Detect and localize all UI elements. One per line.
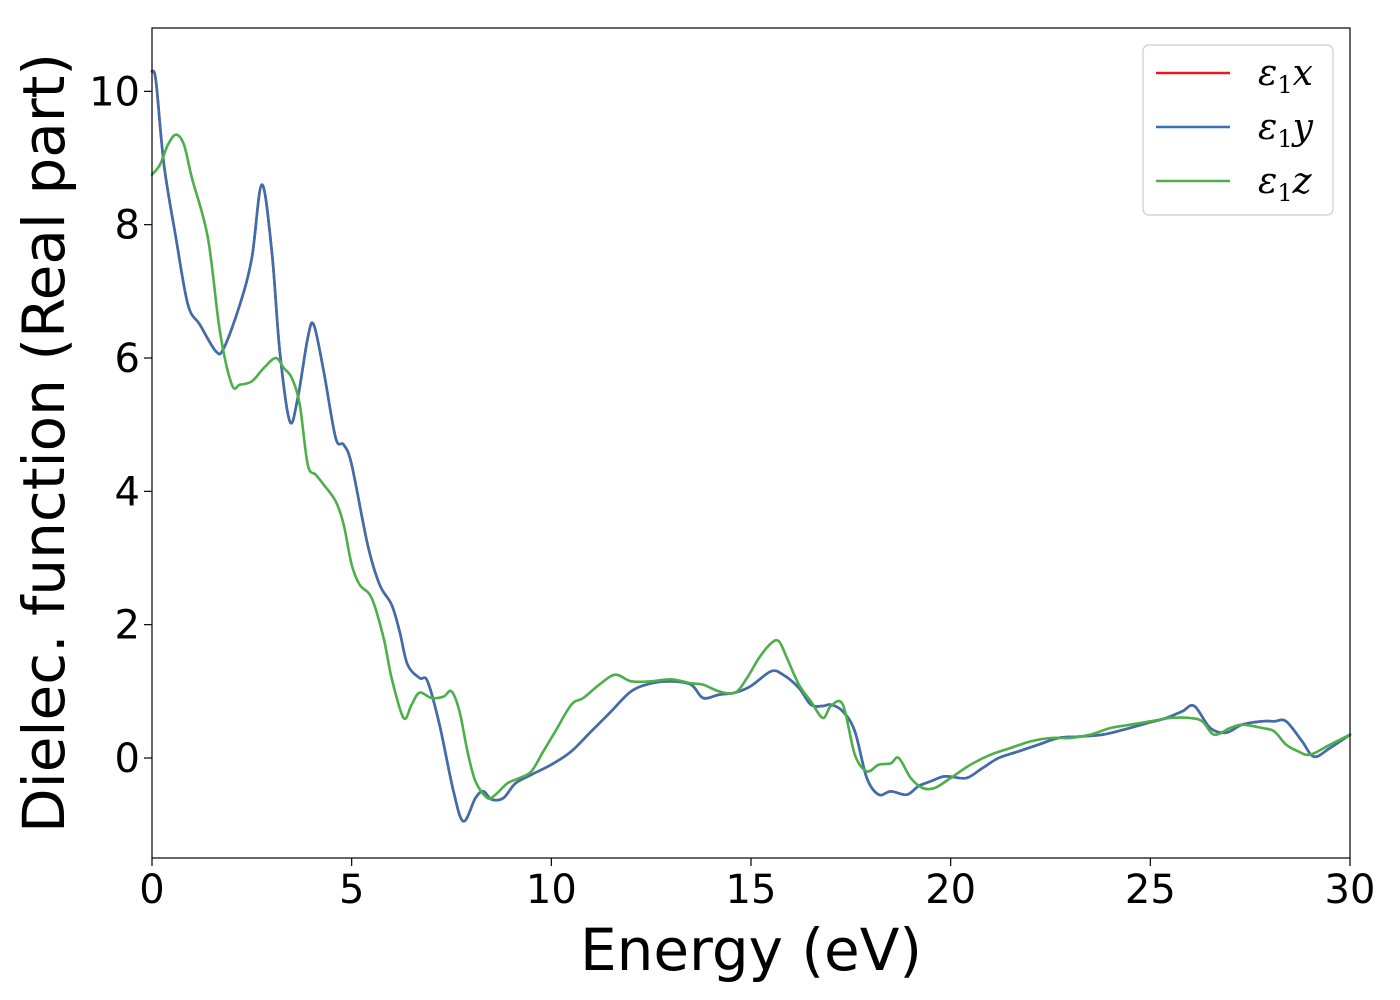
x-tick-label: 5	[339, 867, 364, 913]
legend: ε1x ε1y ε1z	[1142, 44, 1334, 216]
x-axis-ticks: 0 5 10 15 20 25 30	[139, 858, 1375, 913]
y-tick-label: 6	[115, 336, 140, 382]
series-line-z	[150, 133, 1352, 801]
x-tick-label: 15	[726, 867, 777, 913]
x-tick-label: 0	[139, 867, 164, 913]
x-tick-label: 30	[1325, 867, 1376, 913]
x-axis-label: Energy (eV)	[580, 916, 922, 984]
y-tick-label: 10	[89, 69, 140, 115]
x-tick-label: 25	[1125, 867, 1176, 913]
y-axis-ticks: 0 2 4 6 8 10	[89, 69, 152, 782]
legend-label-x: ε1x	[1258, 53, 1313, 99]
legend-label-y: ε1y	[1258, 107, 1314, 153]
y-tick-label: 2	[115, 603, 140, 649]
y-tick-label: 8	[115, 203, 140, 249]
x-tick-label: 10	[526, 867, 577, 913]
legend-entries: ε1x ε1y ε1z	[1156, 53, 1314, 207]
x-tick-label: 20	[925, 867, 976, 913]
y-axis-label: Dielec. function (Real part)	[10, 53, 78, 833]
y-tick-label: 4	[115, 469, 140, 515]
series-layer	[150, 69, 1352, 823]
y-tick-label: 0	[115, 736, 140, 782]
legend-box	[1142, 44, 1334, 216]
legend-label-z: ε1z	[1258, 161, 1313, 207]
series-line-y	[150, 69, 1352, 823]
